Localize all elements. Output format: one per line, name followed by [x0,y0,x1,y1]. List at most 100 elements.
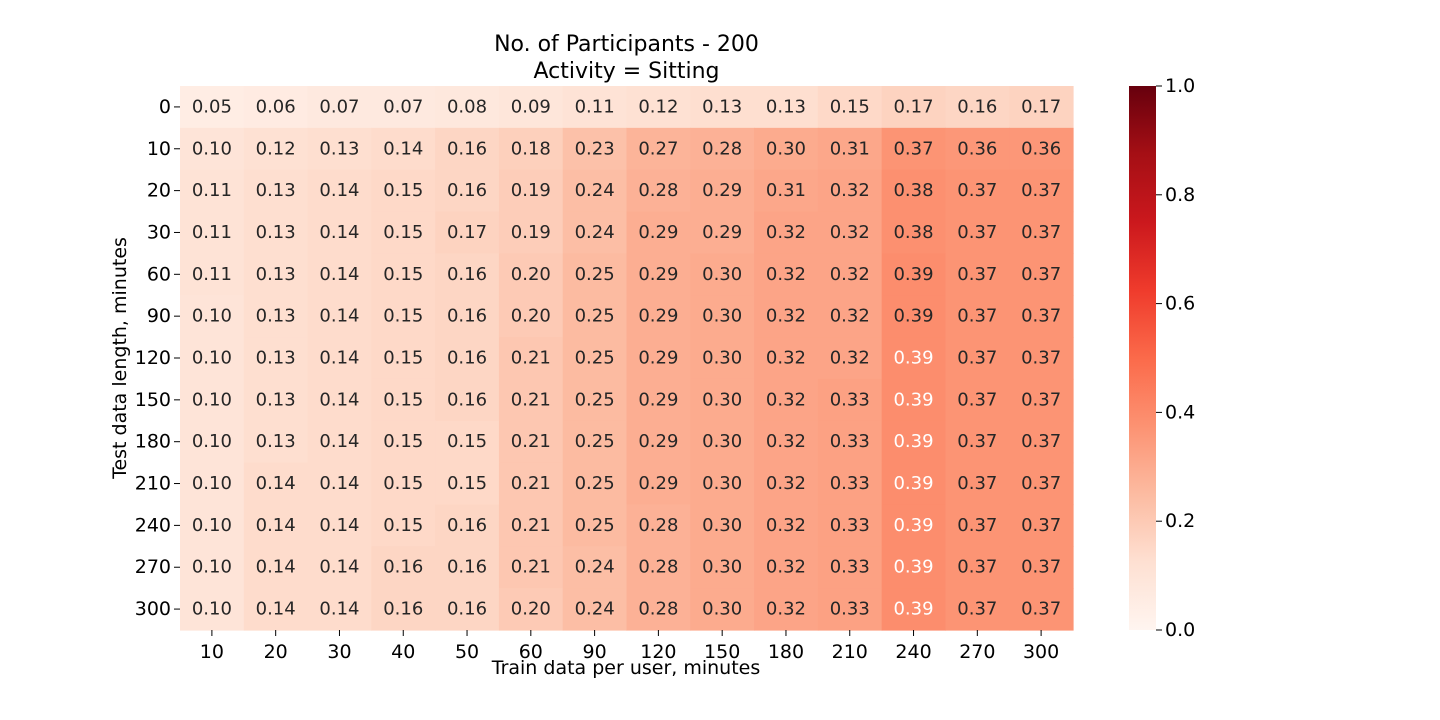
heatmap-cell [307,504,372,547]
heatmap-cell [1009,127,1074,171]
cell-value-label: 0.32 [766,557,806,578]
cell-value-label: 0.31 [766,180,806,201]
heatmap-cell [754,253,819,296]
heatmap-cell [754,211,819,254]
cell-value-label: 0.14 [319,431,359,452]
heatmap-cell [626,169,691,213]
heatmap-cell [562,546,628,589]
heatmap-cell [307,253,372,296]
cell-value-label: 0.15 [383,264,423,285]
heatmap-cell [690,337,755,380]
heatmap-cell [881,253,947,296]
colorbar-tick-label: 0.0 [1165,619,1195,641]
cell-value-label: 0.14 [319,306,359,327]
heatmap-cell [1009,378,1074,422]
heatmap-cell [243,378,309,422]
cell-value-label: 0.14 [319,473,359,494]
heatmap-cell [945,211,1010,254]
heatmap-cell [435,378,500,422]
cell-value-label: 0.29 [638,348,678,369]
cell-value-label: 0.32 [830,306,870,327]
heatmap-cell [881,211,947,254]
heatmap-cell [881,546,947,589]
heatmap-cell [498,378,564,422]
heatmap-cell [562,127,628,171]
cell-value-label: 0.32 [766,473,806,494]
heatmap-cell [562,211,628,254]
heatmap-cell [817,86,883,129]
cell-value-label: 0.14 [319,264,359,285]
heatmap-cell [1009,337,1074,380]
cell-value-label: 0.15 [447,431,487,452]
heatmap-cell [371,127,436,171]
heatmap-cell [498,295,564,338]
cell-value-label: 0.17 [447,222,487,243]
cell-value-label: 0.28 [638,180,678,201]
cell-value-label: 0.39 [893,557,933,578]
heatmap-cell [690,127,755,171]
cell-value-label: 0.24 [575,222,615,243]
heatmap-cell [817,546,883,589]
heatmap-cell [435,337,500,380]
x-tick-label: 180 [768,641,804,663]
cell-value-label: 0.37 [957,306,997,327]
heatmap-cell [562,253,628,296]
heatmap-cell [690,253,755,296]
cell-value-label: 0.32 [766,348,806,369]
cell-value-label: 0.30 [702,557,742,578]
heatmap-cell [626,211,691,254]
cell-value-label: 0.08 [447,96,487,117]
heatmap-cells: 0.05 0.06 0.07 0.07 0.08 0.09 0.11 0.12 0.13 0.13… [180,86,1074,631]
y-tick-label: 60 [147,263,171,285]
cell-value-label: 0.37 [893,138,933,159]
cell-value-label: 0.37 [957,389,997,410]
cell-value-label: 0.37 [957,222,997,243]
heatmap-cell [371,86,436,129]
heatmap-cell [562,86,628,129]
cell-value-label: 0.13 [256,222,296,243]
cell-value-label: 0.16 [447,264,487,285]
cell-value-label: 0.33 [830,389,870,410]
cell-value-label: 0.13 [256,348,296,369]
cell-value-label: 0.16 [383,557,423,578]
heatmap-cell [817,420,883,464]
cell-value-label: 0.13 [702,96,742,117]
heatmap-cell [945,420,1010,464]
heatmap-cell [243,169,309,213]
heatmap-cell [435,462,500,506]
cell-value-label: 0.30 [702,306,742,327]
cell-value-label: 0.37 [1021,222,1061,243]
cell-value-label: 0.16 [447,557,487,578]
cell-value-label: 0.16 [447,306,487,327]
cell-value-label: 0.27 [638,138,678,159]
cell-value-label: 0.32 [766,599,806,620]
heatmap-cell [180,504,245,547]
heatmap-cell [435,253,500,296]
cell-value-label: 0.15 [383,431,423,452]
heatmap-cell [180,546,245,589]
cell-value-label: 0.21 [511,431,551,452]
heatmap-cell [498,462,564,506]
heatmap-cell [1009,295,1074,338]
heatmap-cell [754,169,819,213]
heatmap-cell [243,588,309,631]
cell-value-label: 0.33 [830,557,870,578]
heatmap-cell [881,420,947,464]
heatmap-cell [243,420,309,464]
heatmap-cell [371,337,436,380]
cell-value-label: 0.37 [957,473,997,494]
heatmap-cell [435,546,500,589]
heatmap-cell [435,504,500,547]
cell-value-label: 0.30 [702,515,742,536]
heatmap-cell [562,588,628,631]
colorbar-tick-label: 0.2 [1165,510,1195,532]
cell-value-label: 0.25 [575,389,615,410]
cell-value-label: 0.11 [192,222,232,243]
cell-value-label: 0.30 [702,599,742,620]
heatmap-cell [371,211,436,254]
colorbar-tick-label: 0.6 [1165,293,1195,315]
cell-value-label: 0.37 [957,557,997,578]
cell-value-label: 0.20 [511,264,551,285]
cell-value-label: 0.11 [192,264,232,285]
heatmap-cell [945,588,1010,631]
